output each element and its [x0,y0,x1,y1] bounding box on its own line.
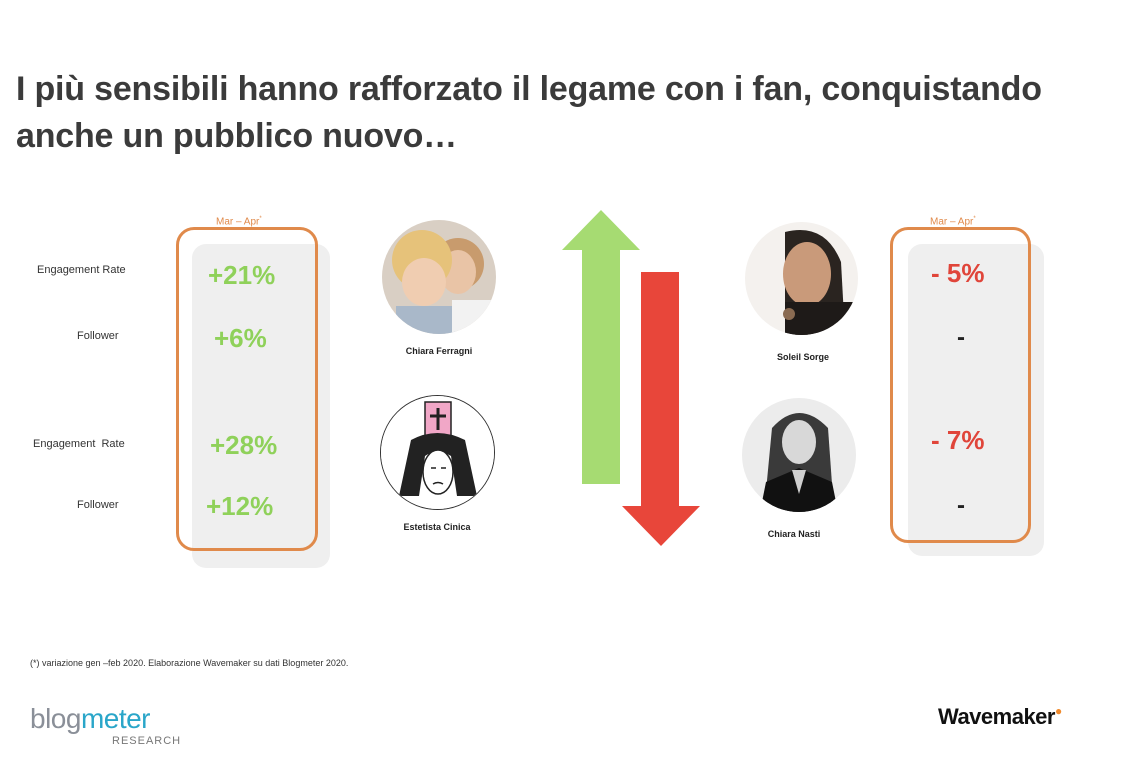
left-panel-frame [176,227,318,551]
chiara-ferragni-photo [382,220,496,334]
left-value-engagement-1: +21% [208,260,276,290]
footnote: (*) variazione gen –feb 2020. Elaborazio… [30,658,349,668]
page-title: I più sensibili hanno rafforzato il lega… [16,70,1042,155]
estetista-cinica-illustration [380,395,495,510]
row-label-engagement-1: Engagement Rate [37,264,126,276]
row-label-follower-2: Follower [77,499,119,511]
left-value-engagement-2: +28% [210,430,278,460]
down-arrow-icon [622,272,700,546]
right-value-engagement-2: - 7% [931,425,985,455]
right-value-follower-2: - [957,492,965,519]
left-value-follower-1: +6% [214,323,267,353]
row-label-engagement-2: Engagement Rate [33,438,125,450]
blogmeter-logo-meter: meter [80,703,151,734]
up-arrow-icon [562,210,640,484]
right-panel-background [908,244,1044,556]
wavemaker-logo-text: Wavemaker [938,704,1055,729]
right-panel-frame [890,227,1031,543]
caption-chiara-nasti: Chiara Nasti [767,529,821,539]
left-value-follower-2: +12% [206,491,274,521]
blogmeter-logo: blogmeter RESEARCH [30,703,180,747]
blogmeter-logo-research: RESEARCH [112,735,182,747]
caption-chiara-ferragni: Chiara Ferragni [405,346,473,356]
wavemaker-logo: Wavemaker● [938,704,1062,730]
left-panel-background [192,244,330,568]
chiara-nasti-photo [742,398,856,512]
caption-soleil-sorge: Soleil Sorge [776,352,829,362]
blogmeter-logo-blog: blog [30,703,81,734]
right-value-follower-1: - [957,324,965,351]
row-label-follower-1: Follower [77,330,119,342]
soleil-sorge-photo [745,222,858,335]
right-period-label: Mar – Apr* [926,216,980,228]
right-value-engagement-1: - 5% [931,258,985,288]
left-period-label: Mar – Apr* [212,216,266,228]
caption-estetista-cinica: Estetista Cinica [403,522,471,532]
wavemaker-logo-dot: ● [1054,704,1062,718]
